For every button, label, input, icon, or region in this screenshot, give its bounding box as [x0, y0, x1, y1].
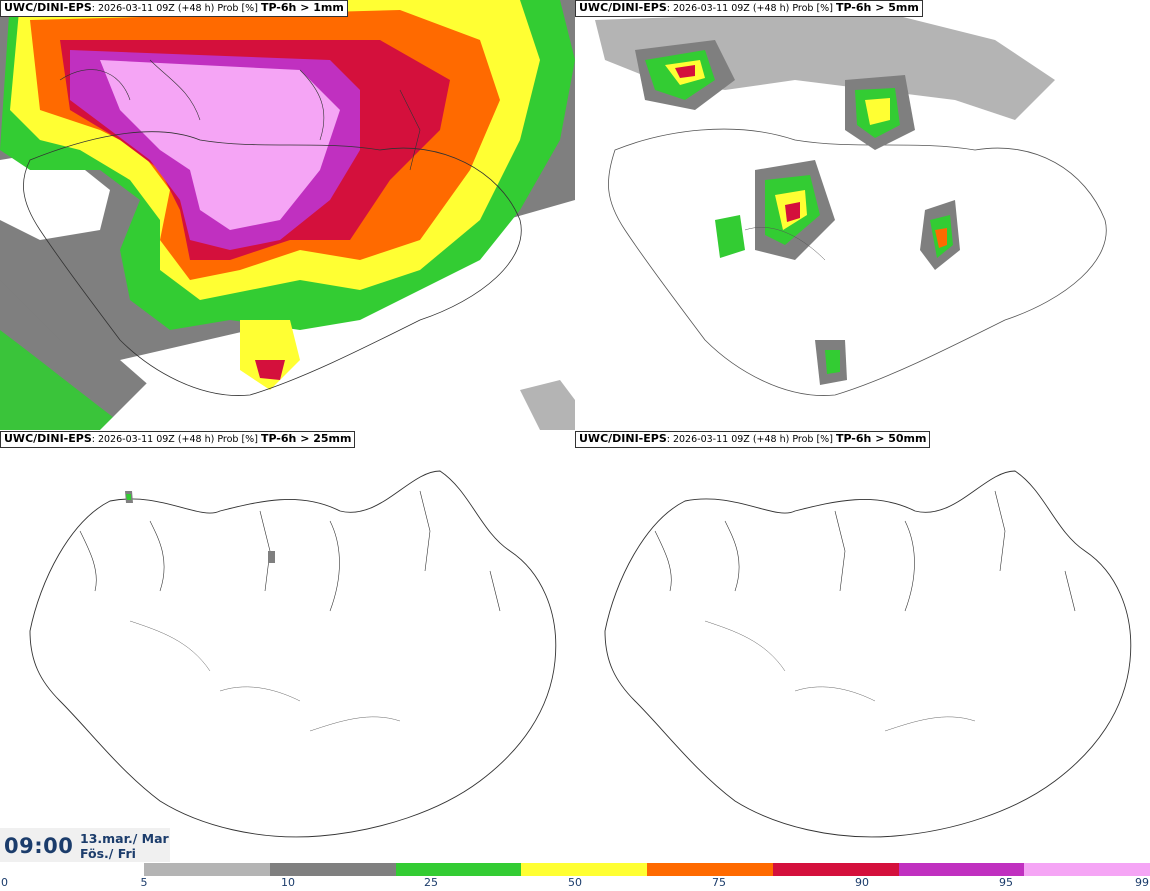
field-name: TP-6h > 25mm [260, 432, 352, 445]
field-name: TP-6h > 5mm [835, 1, 919, 14]
probability-map-1mm [0, 0, 575, 430]
panel-title-5mm: UWC/DINI-EPS: 2026-03-11 09Z (+48 h) Pro… [575, 0, 923, 17]
colorbar-segment [647, 863, 774, 876]
colorbar-segment [395, 863, 522, 876]
panel-title-1mm: UWC/DINI-EPS: 2026-03-11 09Z (+48 h) Pro… [0, 0, 348, 17]
colorbar-segment [898, 863, 1025, 876]
run-info: : 2026-03-11 09Z (+48 h) Prob [%] [666, 434, 833, 445]
colorbar-tick-label: 99 [1135, 876, 1149, 889]
map-panel-50mm: UWC/DINI-EPS: 2026-03-11 09Z (+48 h) Pro… [575, 431, 1150, 861]
probability-map-50mm [575, 431, 1150, 861]
run-info: : 2026-03-11 09Z (+48 h) Prob [%] [91, 434, 258, 445]
colorbar-tick-label: 90 [855, 876, 869, 889]
colorbar-segment [1024, 863, 1150, 876]
colorbar-tick-label: 5 [140, 876, 148, 889]
field-name: TP-6h > 50mm [835, 432, 927, 445]
colorbar-tick-label: 95 [999, 876, 1013, 889]
model-name: UWC/DINI-EPS [579, 1, 667, 14]
colorbar-tick-label: 10 [281, 876, 295, 889]
probability-map-25mm [0, 431, 575, 861]
colorbar-tick-label: 75 [712, 876, 726, 889]
field-name: TP-6h > 1mm [260, 1, 344, 14]
colorbar-tick-label: 0 [1, 876, 8, 889]
map-panel-1mm: UWC/DINI-EPS: 2026-03-11 09Z (+48 h) Pro… [0, 0, 575, 430]
colorbar-segment [144, 863, 271, 876]
model-name: UWC/DINI-EPS [579, 432, 667, 445]
model-name: UWC/DINI-EPS [4, 432, 92, 445]
probability-map-5mm [575, 0, 1150, 430]
map-panel-25mm: UWC/DINI-EPS: 2026-03-11 09Z (+48 h) Pro… [0, 431, 575, 861]
colorbar-tick-label: 25 [424, 876, 438, 889]
map-panel-5mm: UWC/DINI-EPS: 2026-03-11 09Z (+48 h) Pro… [575, 0, 1150, 430]
valid-date-line1: 13.mar./ Mar [80, 831, 169, 846]
colorbar-segment [772, 863, 899, 876]
valid-time: 09:00 [4, 834, 74, 858]
valid-date-line2: Fös./ Fri [80, 846, 136, 861]
colorbar-segment [269, 863, 396, 876]
colorbar-tick-label: 50 [568, 876, 582, 889]
run-info: : 2026-03-11 09Z (+48 h) Prob [%] [666, 3, 833, 14]
panel-title-50mm: UWC/DINI-EPS: 2026-03-11 09Z (+48 h) Pro… [575, 431, 931, 448]
panel-title-25mm: UWC/DINI-EPS: 2026-03-11 09Z (+48 h) Pro… [0, 431, 356, 448]
colorbar [144, 863, 1150, 876]
model-name: UWC/DINI-EPS [4, 1, 92, 14]
run-info: : 2026-03-11 09Z (+48 h) Prob [%] [91, 3, 258, 14]
colorbar-segment [521, 863, 648, 876]
valid-time-box: 09:00 13.mar./ Mar Fös./ Fri [0, 828, 170, 862]
